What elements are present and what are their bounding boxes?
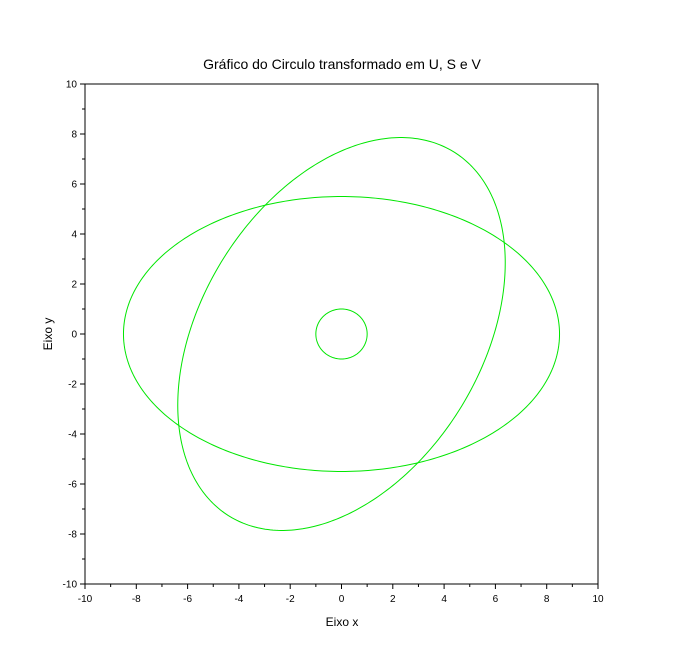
curves (122, 137, 561, 531)
x-tick-label: -4 (234, 594, 243, 605)
x-tick-label: -6 (183, 594, 192, 605)
y-tick-label: 4 (71, 230, 77, 241)
y-tick-label: -8 (68, 530, 77, 541)
x-tick-label: -8 (132, 594, 141, 605)
y-tick-label: -10 (63, 580, 78, 591)
y-tick-label: 8 (71, 130, 77, 141)
y-tick-label: -4 (68, 430, 77, 441)
y-axis-title: Eixo y (41, 318, 55, 351)
x-tick-label: 8 (544, 594, 550, 605)
x-tick-label: 2 (390, 594, 396, 605)
x-tick-label: 4 (441, 594, 447, 605)
chart-title: Gráfico do Circulo transformado em U, S … (203, 56, 481, 72)
y-tick-label: 10 (66, 80, 78, 91)
curve-2 (122, 195, 561, 473)
x-axis-title: Eixo x (326, 615, 359, 629)
curve-1 (315, 308, 368, 360)
y-tick-label: 2 (71, 280, 77, 291)
y-tick-label: -6 (68, 480, 77, 491)
curve-3 (177, 137, 506, 531)
x-tick-label: 6 (493, 594, 499, 605)
x-tick-label: 10 (592, 594, 604, 605)
plot-frame (84, 83, 599, 585)
x-tick-label: 0 (339, 594, 345, 605)
ticks: -10 -8 -6 -4 -2 0 2 4 6 8 10 -10 -8 -6 -4 -2 0 2 4 6 8 10 (63, 80, 604, 606)
y-tick-label: -2 (68, 380, 77, 391)
y-tick-label: 0 (71, 330, 77, 341)
x-tick-label: -10 (78, 594, 93, 605)
y-tick-label: 6 (71, 180, 77, 191)
x-tick-label: -2 (286, 594, 295, 605)
